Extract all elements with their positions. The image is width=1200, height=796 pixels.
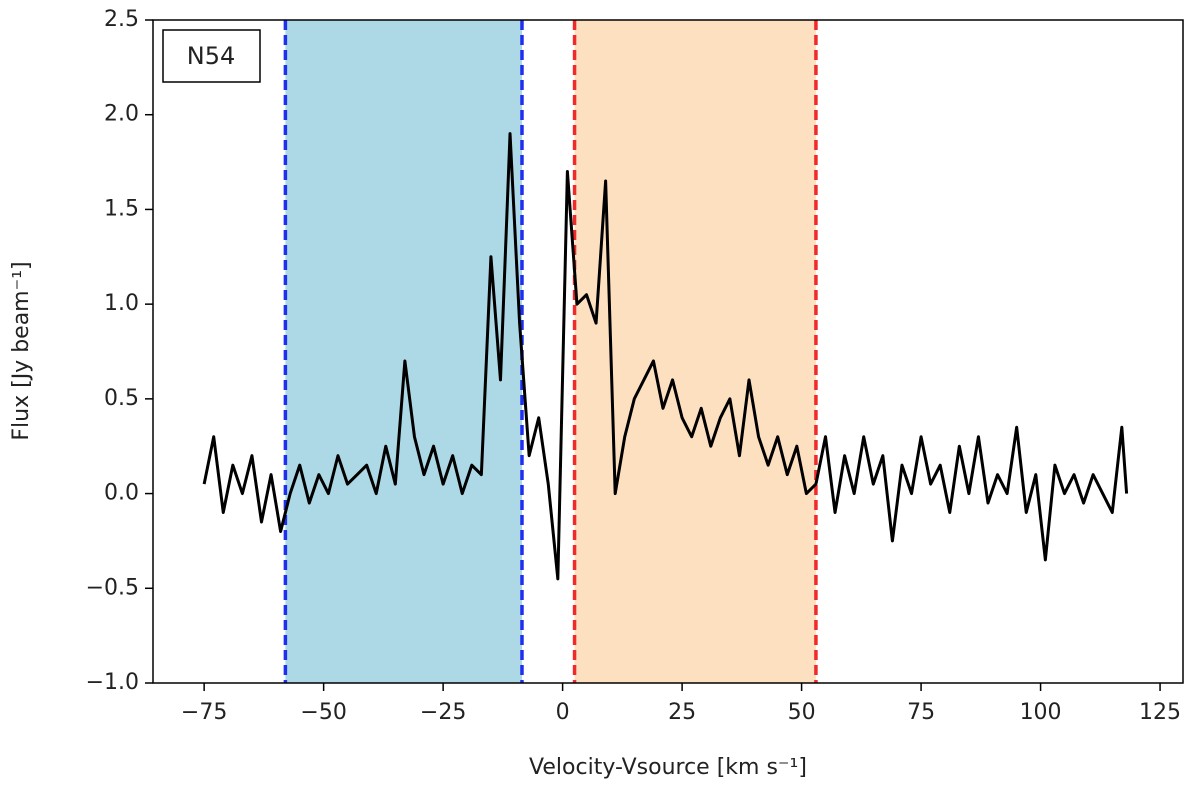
- x-tick-label: 0: [556, 700, 570, 725]
- shaded-region: [285, 20, 522, 683]
- y-tick-label: 2.5: [104, 7, 139, 32]
- x-tick-label: 125: [1139, 700, 1181, 725]
- y-axis-label: Flux [Jy beam⁻¹]: [9, 261, 34, 440]
- x-tick-label: 75: [907, 700, 935, 725]
- y-tick-label: 1.0: [104, 291, 139, 316]
- spectrum-line: [202, 132, 1129, 581]
- y-tick-label: −1.0: [86, 670, 139, 695]
- x-tick-label: −75: [181, 700, 227, 725]
- x-tick-label: −25: [420, 700, 466, 725]
- y-tick-label: 0.0: [104, 481, 139, 506]
- x-axis-label: Velocity-Vsource [km s⁻¹]: [529, 755, 807, 780]
- annotation-box: [162, 29, 261, 83]
- x-tick-label: 25: [668, 700, 696, 725]
- x-tick-label: 50: [788, 700, 816, 725]
- annotation: N54: [187, 42, 236, 70]
- x-tick-label: −50: [300, 700, 346, 725]
- y-tick-label: 2.0: [104, 102, 139, 127]
- y-tick-label: 0.5: [104, 386, 139, 411]
- plot-frame: [152, 19, 1184, 684]
- shaded-region: [574, 20, 816, 683]
- x-tick-label: 100: [1020, 700, 1062, 725]
- y-tick-label: −0.5: [86, 575, 139, 600]
- y-tick-label: 1.5: [104, 196, 139, 221]
- background-layer: [285, 20, 816, 683]
